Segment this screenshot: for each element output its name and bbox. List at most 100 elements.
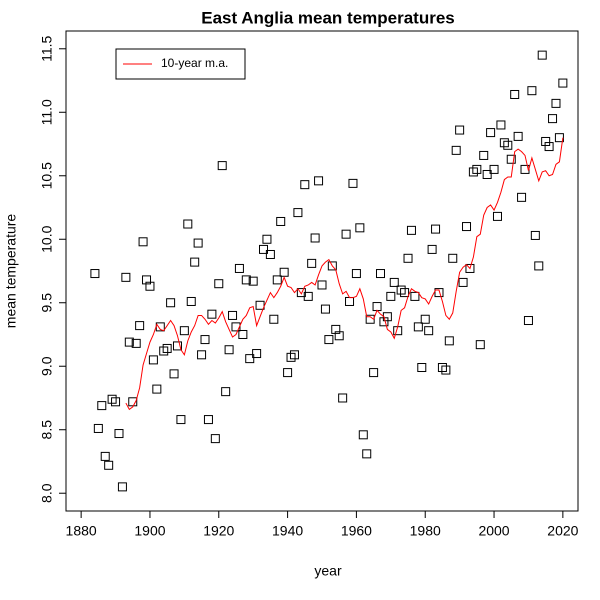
- point: [176, 415, 186, 425]
- point: [530, 230, 540, 240]
- point: [121, 272, 131, 282]
- point: [537, 50, 547, 60]
- point: [114, 429, 124, 439]
- point: [489, 164, 499, 174]
- point: [413, 322, 423, 332]
- point: [458, 277, 468, 287]
- point: [420, 314, 430, 324]
- x-tick-label: 1960: [341, 523, 372, 539]
- point: [145, 281, 155, 291]
- point: [479, 150, 489, 160]
- point: [451, 145, 461, 155]
- point: [324, 335, 334, 345]
- point: [169, 369, 179, 379]
- point: [97, 401, 107, 411]
- point: [338, 393, 348, 403]
- point: [238, 329, 248, 339]
- point: [327, 261, 337, 271]
- point: [217, 161, 227, 171]
- point: [310, 233, 320, 243]
- point: [193, 238, 203, 248]
- point: [131, 338, 141, 348]
- point: [492, 211, 502, 221]
- point: [455, 125, 465, 135]
- point: [252, 349, 262, 359]
- point: [307, 258, 317, 268]
- y-tick-label: 10.0: [39, 225, 55, 252]
- point: [262, 234, 272, 244]
- point: [417, 363, 427, 373]
- point: [197, 350, 207, 360]
- point: [406, 225, 416, 235]
- point: [148, 355, 158, 365]
- point: [444, 336, 454, 346]
- x-tick-label: 1880: [66, 523, 97, 539]
- point: [100, 451, 110, 461]
- point: [503, 140, 513, 150]
- point: [183, 219, 193, 229]
- point: [200, 335, 210, 345]
- point: [214, 279, 224, 289]
- point: [362, 449, 372, 459]
- point: [375, 269, 385, 279]
- point: [111, 397, 121, 407]
- point: [124, 337, 134, 347]
- point: [510, 89, 520, 99]
- point: [372, 302, 382, 312]
- point: [317, 280, 327, 290]
- point: [269, 314, 279, 324]
- point: [293, 208, 303, 218]
- point: [162, 343, 172, 353]
- point: [289, 350, 299, 360]
- point: [544, 142, 554, 152]
- point: [159, 346, 169, 356]
- point: [369, 368, 379, 378]
- point: [334, 331, 344, 341]
- point: [93, 423, 103, 433]
- point: [166, 298, 176, 308]
- point: [437, 363, 447, 373]
- point: [558, 78, 568, 88]
- y-tick-label: 9.5: [39, 293, 55, 313]
- point: [534, 261, 544, 271]
- point: [400, 288, 410, 298]
- point: [231, 322, 241, 332]
- point: [486, 128, 496, 138]
- point: [441, 365, 451, 375]
- point: [265, 249, 275, 259]
- point: [472, 164, 482, 174]
- point: [499, 138, 509, 148]
- point: [379, 317, 389, 327]
- y-tick-label: 8.0: [39, 483, 55, 503]
- x-tick-label: 1940: [272, 523, 303, 539]
- x-tick-label: 2020: [547, 523, 578, 539]
- point: [186, 296, 196, 306]
- x-tick-label: 1980: [410, 523, 441, 539]
- point: [424, 326, 434, 336]
- point: [341, 229, 351, 239]
- point: [228, 310, 238, 320]
- y-tick-label: 10.5: [39, 162, 55, 189]
- point: [434, 288, 444, 298]
- point: [128, 397, 138, 407]
- moving-average-line: [125, 137, 564, 411]
- point: [234, 263, 244, 273]
- y-tick-label: 9.0: [39, 356, 55, 376]
- point: [554, 133, 564, 143]
- point: [172, 341, 182, 351]
- point: [135, 321, 145, 331]
- point: [403, 253, 413, 263]
- point: [513, 131, 523, 141]
- point: [465, 263, 475, 273]
- point: [190, 257, 200, 267]
- point: [551, 98, 561, 108]
- point: [517, 192, 527, 202]
- point: [427, 244, 437, 254]
- point: [245, 354, 255, 364]
- point: [107, 394, 117, 404]
- point: [279, 267, 289, 277]
- point: [138, 237, 148, 247]
- point: [331, 324, 341, 334]
- point: [523, 316, 533, 326]
- point: [300, 180, 310, 190]
